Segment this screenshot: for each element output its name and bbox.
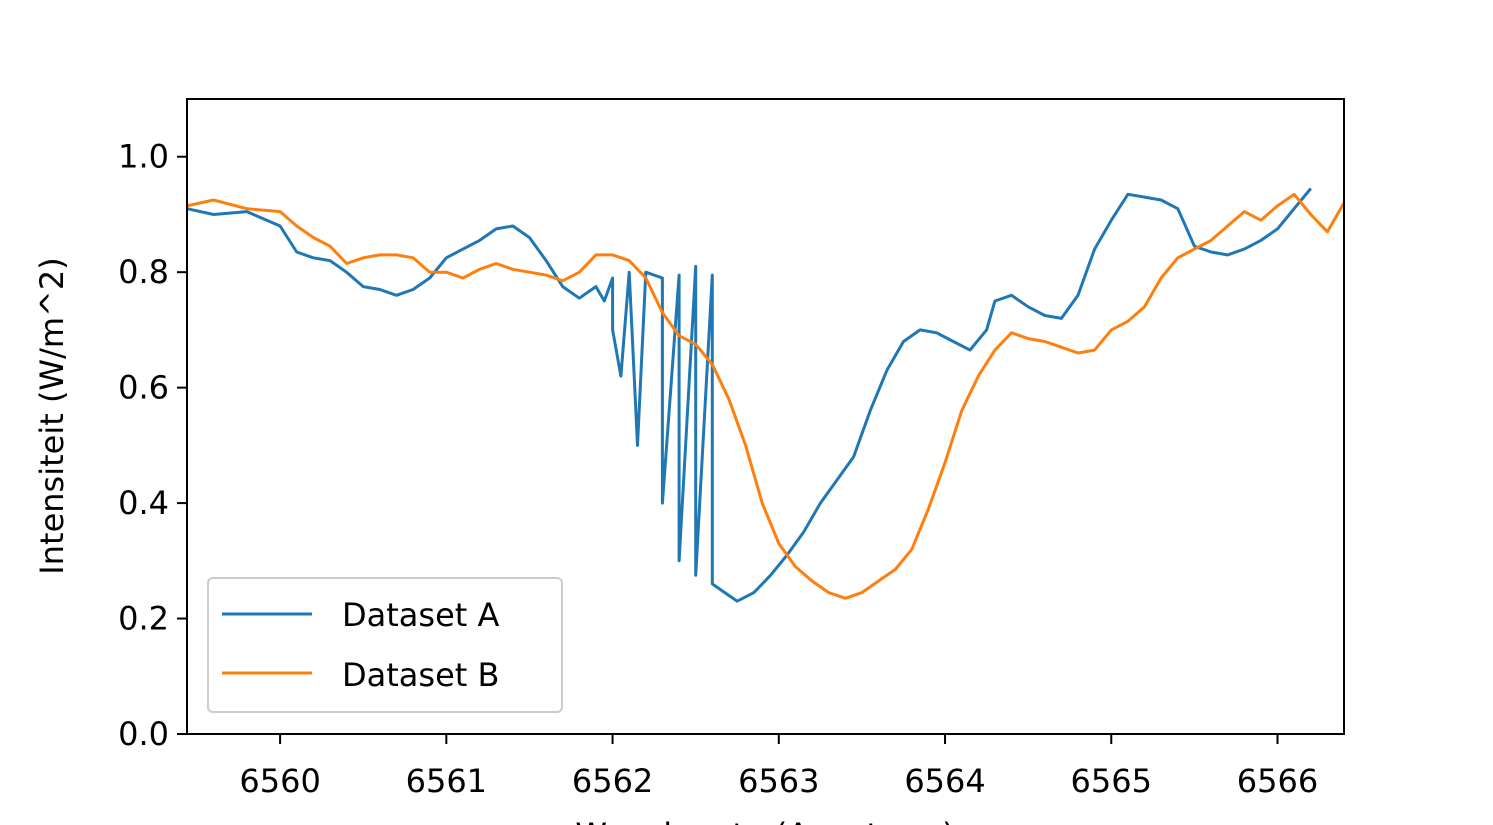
legend-label-dataset-b: Dataset B [342,656,499,694]
legend: Dataset A Dataset B [207,577,563,713]
x-tick-label: 6562 [572,762,653,800]
y-tick-label: 0.2 [118,600,169,638]
y-tick-label: 0.6 [118,369,169,407]
x-tick-label: 6563 [738,762,819,800]
x-tick-label: 6565 [1071,762,1152,800]
y-tick-label: 0.8 [118,253,169,291]
x-axis-label: Wavelengte (Angstrom) [575,816,954,825]
x-tick-label: 6564 [904,762,985,800]
series-layer [186,187,1346,603]
x-tick-label: 6566 [1237,762,1318,800]
y-tick-label: 0.0 [118,715,169,753]
x-tick-label: 6561 [406,762,487,800]
y-axis-label: Intensiteit (W/m^2) [33,257,71,574]
legend-label-dataset-a: Dataset A [342,596,499,634]
y-tick-label: 0.4 [118,484,169,522]
plot-frame [186,98,1345,735]
y-tick-label: 1.0 [118,138,169,176]
x-axis: 6560 6561 6562 6563 6564 6565 6566 [239,734,1318,800]
y-axis: 0.0 0.2 0.4 0.6 0.8 1.0 [118,138,187,753]
x-tick-label: 6560 [239,762,320,800]
legend-box [207,577,563,713]
series-line-dataset-b [186,192,1346,600]
